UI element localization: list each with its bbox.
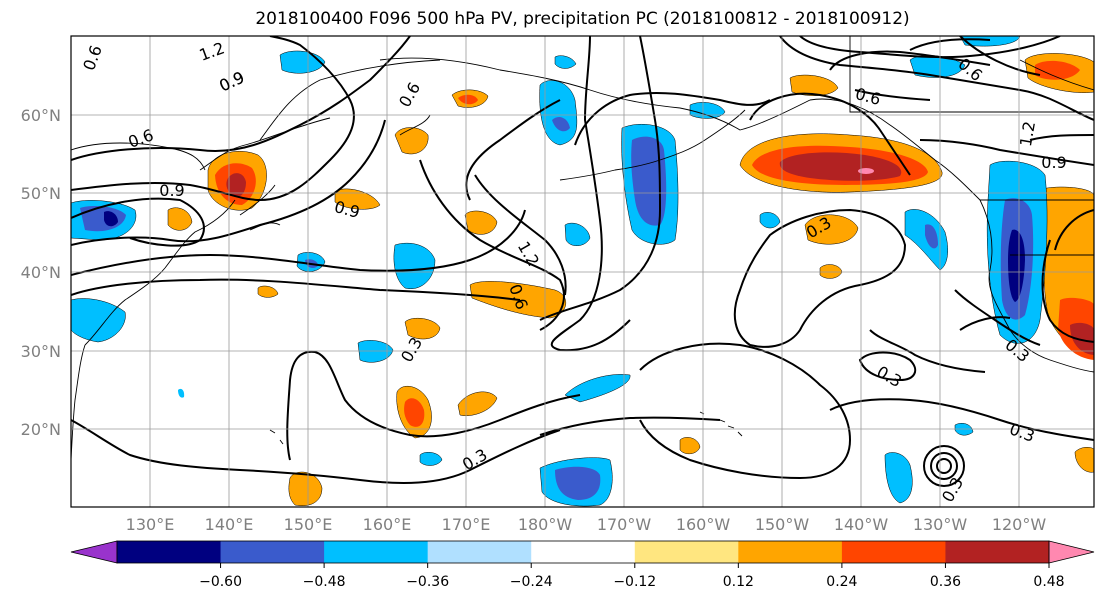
colorbar-ticks: −0.60 −0.48 −0.36 −0.24 −0.12 0.12 0.24 0.36 0.4… [199, 563, 1065, 590]
precip-positive-area [779, 152, 902, 181]
lat-label: 30°N [21, 342, 61, 361]
lon-label: 140°E [205, 515, 254, 534]
precip-positive-area [404, 398, 425, 427]
colorbar-swatch [220, 541, 325, 563]
precip-positive-area [257, 285, 279, 298]
precip-positive-area [464, 210, 498, 235]
longitude-labels: 130°E 140°E 150°E 160°E 170°E 180°W 170°W 160°W… [126, 515, 1047, 534]
colorbar-tick-label: 0.24 [826, 574, 857, 590]
precip-negative-area [555, 466, 601, 500]
lat-label: 60°N [21, 106, 61, 125]
colorbar-tick-label: −0.36 [406, 574, 449, 590]
latitude-labels: 60°N 50°N 40°N 30°N 20°N [21, 106, 61, 439]
colorbar [70, 540, 1095, 564]
lon-label: 150°E [284, 515, 333, 534]
precip-negative-area [104, 211, 118, 227]
map-frame [70, 35, 1095, 508]
precip-negative-area [552, 116, 570, 132]
precip-positive-area [858, 168, 874, 174]
colorbar-swatch [841, 541, 946, 563]
colorbar-outline [116, 540, 1050, 564]
lon-label: 120°W [992, 515, 1047, 534]
precip-positive-area [679, 437, 701, 455]
contour-label: 0.9 [1041, 153, 1066, 172]
precip-positive-area [167, 207, 193, 231]
precip-negative-area [393, 242, 436, 290]
colorbar-swatch [117, 541, 222, 563]
contour-labels: 0.61.20.90.60.60.90.91.20.60.30.30.30.30… [79, 38, 1066, 505]
precip-negative-area [631, 136, 667, 226]
precip-positive-area [804, 214, 859, 245]
precip-negative-area [1008, 229, 1025, 302]
precip-negative-area [759, 212, 781, 229]
precip-negative-area [884, 452, 913, 504]
precip-negative-area [554, 55, 577, 69]
lon-label: 160°W [676, 515, 731, 534]
precip-positive-area [457, 391, 498, 416]
colorbar-swatch [531, 541, 636, 563]
lon-label: 170°E [442, 515, 491, 534]
precip-negative-area [279, 50, 326, 74]
colorbar-swatch [324, 541, 429, 563]
lon-label: 150°W [755, 515, 810, 534]
precip-negative-area [925, 224, 938, 249]
colorbar-extend-min [70, 540, 118, 564]
colorbar-swatch [634, 541, 739, 563]
colorbar-tick-label: −0.24 [510, 574, 553, 590]
colorbar-tick-label: 0.48 [1033, 574, 1064, 590]
colorbar-tick-label: −0.60 [199, 574, 242, 590]
colorbar-swatch [738, 541, 843, 563]
lon-label: 170°W [597, 515, 652, 534]
colorbar-swatch [427, 541, 532, 563]
precip-positive-area [789, 74, 839, 96]
precip-positive-area [458, 94, 478, 105]
lat-label: 40°N [21, 263, 61, 282]
precip-positive-area [334, 188, 381, 210]
lat-label: 20°N [21, 420, 61, 439]
contour-label: 1.2 [1016, 120, 1039, 148]
lat-label: 50°N [21, 184, 61, 203]
precip-positive-area [226, 173, 246, 197]
precip-positive-area [288, 471, 323, 506]
colorbar-tick-label: 0.36 [930, 574, 961, 590]
colorbar-swatch [945, 541, 1050, 563]
precip-negative-area [178, 388, 185, 398]
precip-negative-area [689, 102, 726, 119]
precip-negative-area [564, 374, 631, 403]
precip-positive-area [819, 264, 843, 279]
precip-shading [71, 36, 1094, 507]
lon-label: 180°W [518, 515, 573, 534]
gridlines [71, 36, 1094, 507]
lon-label: 130°W [913, 515, 968, 534]
colorbar-tick-label: 0.12 [723, 574, 754, 590]
precip-positive-area [394, 127, 429, 155]
precip-positive-area [1035, 60, 1080, 80]
map-title: 2018100400 F096 500 hPa PV, precipitatio… [255, 9, 910, 29]
precip-negative-area [904, 209, 948, 271]
precip-positive-area [1070, 322, 1094, 355]
lon-label: 160°E [363, 515, 412, 534]
colorbar-tick-label: −0.48 [303, 574, 346, 590]
colorbar-tick-label: −0.12 [613, 574, 656, 590]
lon-label: 130°E [126, 515, 175, 534]
contour-label: 0.6 [853, 84, 883, 109]
precip-negative-area [71, 298, 126, 343]
colorbar-extend-max [1048, 540, 1095, 564]
precip-negative-area [419, 452, 443, 466]
contour-label: 0.9 [159, 181, 184, 200]
precip-negative-area [564, 222, 591, 246]
lon-label: 140°W [834, 515, 889, 534]
precip-positive-area [404, 317, 441, 340]
precip-positive-area [1074, 447, 1094, 473]
